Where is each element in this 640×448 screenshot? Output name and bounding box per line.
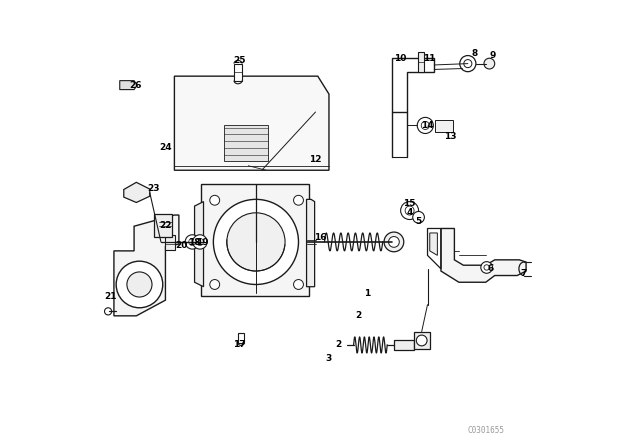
Circle shape <box>210 280 220 289</box>
Text: 7: 7 <box>521 269 527 278</box>
Circle shape <box>413 211 424 223</box>
Text: 5: 5 <box>415 217 422 226</box>
Polygon shape <box>307 199 315 287</box>
Text: 2: 2 <box>335 340 341 349</box>
Text: 16: 16 <box>314 233 326 242</box>
Circle shape <box>384 232 404 252</box>
Text: 2: 2 <box>355 311 361 320</box>
Text: 15: 15 <box>403 199 416 208</box>
Polygon shape <box>223 125 269 161</box>
Text: 26: 26 <box>129 81 141 90</box>
Bar <box>201 184 308 296</box>
Text: 24: 24 <box>159 143 172 152</box>
Text: C0301655: C0301655 <box>467 426 504 435</box>
Bar <box>234 64 242 81</box>
Text: 17: 17 <box>233 340 246 349</box>
Circle shape <box>193 235 207 249</box>
Bar <box>394 340 414 350</box>
Text: 10: 10 <box>394 54 407 63</box>
Text: 4: 4 <box>406 208 413 217</box>
Circle shape <box>416 335 427 346</box>
Circle shape <box>294 280 303 289</box>
Text: 13: 13 <box>444 132 456 141</box>
Circle shape <box>460 56 476 72</box>
Text: 21: 21 <box>104 292 117 301</box>
Bar <box>418 52 424 72</box>
Text: 18: 18 <box>188 238 201 247</box>
Polygon shape <box>441 228 526 282</box>
Text: 23: 23 <box>147 184 159 193</box>
Text: 19: 19 <box>196 238 209 247</box>
Text: 20: 20 <box>175 241 188 250</box>
Text: 25: 25 <box>233 56 246 65</box>
Text: 1: 1 <box>364 289 370 298</box>
Polygon shape <box>124 182 150 202</box>
Polygon shape <box>120 81 137 90</box>
Text: 22: 22 <box>159 221 172 230</box>
Bar <box>165 235 175 250</box>
Bar <box>154 214 172 237</box>
Text: 8: 8 <box>472 49 477 58</box>
Circle shape <box>227 213 285 271</box>
Circle shape <box>401 202 419 220</box>
Polygon shape <box>174 76 329 170</box>
Polygon shape <box>430 233 437 255</box>
Bar <box>238 333 244 343</box>
Polygon shape <box>114 215 179 316</box>
Circle shape <box>116 261 163 308</box>
Text: 9: 9 <box>490 52 495 60</box>
Text: 11: 11 <box>424 54 436 63</box>
Polygon shape <box>195 202 204 287</box>
Text: 12: 12 <box>309 155 322 164</box>
Circle shape <box>417 117 433 134</box>
Bar <box>435 120 453 132</box>
Circle shape <box>210 195 220 205</box>
Circle shape <box>185 235 200 249</box>
Circle shape <box>388 237 399 247</box>
Text: 6: 6 <box>487 264 493 273</box>
Circle shape <box>481 262 493 273</box>
Bar <box>414 332 430 349</box>
Circle shape <box>294 195 303 205</box>
Circle shape <box>127 272 152 297</box>
Circle shape <box>484 58 495 69</box>
Text: 14: 14 <box>421 121 434 130</box>
Circle shape <box>104 308 111 315</box>
Circle shape <box>213 199 298 284</box>
Text: 3: 3 <box>326 354 332 363</box>
